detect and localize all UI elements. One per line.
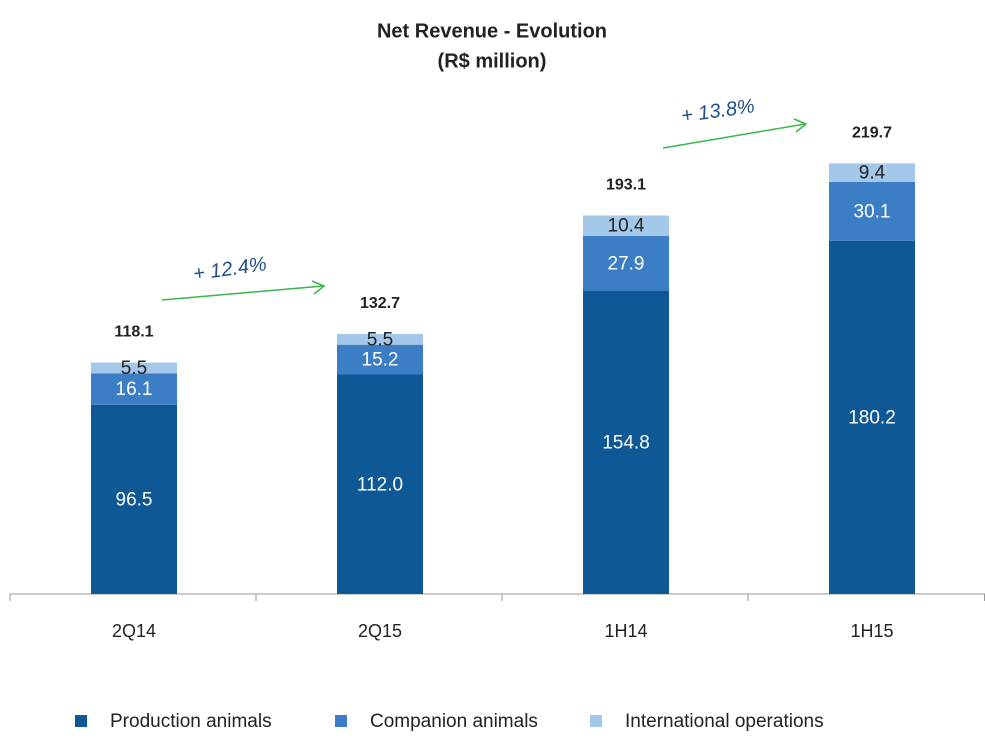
data-label: 112.0 [357, 474, 403, 495]
data-label: 15.2 [362, 350, 399, 371]
data-label: 154.8 [602, 432, 650, 453]
legend-label: Companion animals [370, 711, 538, 732]
growth-arrow [161, 285, 324, 301]
x-tick-label: 1H15 [850, 621, 893, 641]
chart-subtitle: (R$ million) [438, 50, 547, 72]
bar-segment [829, 240, 915, 595]
data-label: 5.5 [121, 358, 147, 379]
legend-label: International operations [625, 711, 824, 732]
x-tick-label: 1H14 [604, 621, 647, 641]
bar-segment [337, 333, 423, 345]
bar-segment [829, 181, 915, 241]
legend-marker [335, 715, 347, 727]
bar-segment [829, 163, 915, 182]
annotation: + 13.8% [680, 95, 756, 127]
bar-segment [337, 344, 423, 375]
data-label: 96.5 [116, 489, 153, 510]
data-label: 180.2 [848, 407, 896, 428]
data-label: 30.1 [854, 201, 891, 222]
chart-title: Net Revenue - Evolution [377, 20, 607, 42]
total-label: 132.7 [360, 295, 400, 312]
bar-segment [337, 374, 423, 594]
legend-marker [75, 715, 87, 727]
legend-label: Production animals [110, 711, 272, 732]
data-label: 5.5 [367, 329, 393, 350]
bar-segment [91, 362, 177, 374]
total-label: 219.7 [852, 125, 892, 142]
arrow-head [793, 118, 808, 133]
legend-marker [590, 715, 602, 727]
data-label: 16.1 [116, 379, 153, 400]
bar-segment [91, 373, 177, 405]
annotation: + 12.4% [192, 253, 268, 285]
data-label: 10.4 [608, 216, 645, 237]
bar-segment [91, 404, 177, 594]
total-label: 193.1 [606, 177, 646, 194]
x-tick-label: 2Q14 [112, 621, 156, 641]
data-label: 27.9 [608, 253, 645, 274]
arrow-head [311, 280, 326, 295]
x-tick-label: 2Q15 [358, 621, 402, 641]
bar-segment [583, 290, 669, 594]
total-label: 118.1 [114, 324, 153, 341]
growth-arrow [662, 123, 806, 149]
data-label: 9.4 [859, 163, 886, 184]
bar-segment [583, 235, 669, 291]
bar-segment [583, 215, 669, 236]
